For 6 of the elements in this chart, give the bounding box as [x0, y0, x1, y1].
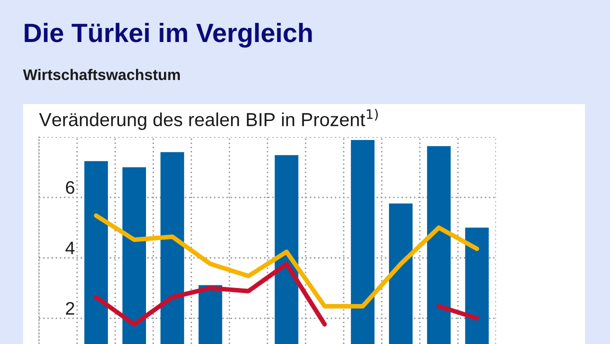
chart-title: Die Türkei im Vergleich — [24, 22, 312, 48]
y-tick-label: 4 — [65, 242, 75, 254]
y-tick-label: 6 — [66, 181, 74, 194]
chart-subtitle: Wirtschaftswachstum — [23, 68, 180, 80]
y-tick-label: 2 — [66, 302, 74, 315]
y-axis-title: Veränderung des realen BIP in Prozent$^{1)}$ — [39, 108, 378, 130]
